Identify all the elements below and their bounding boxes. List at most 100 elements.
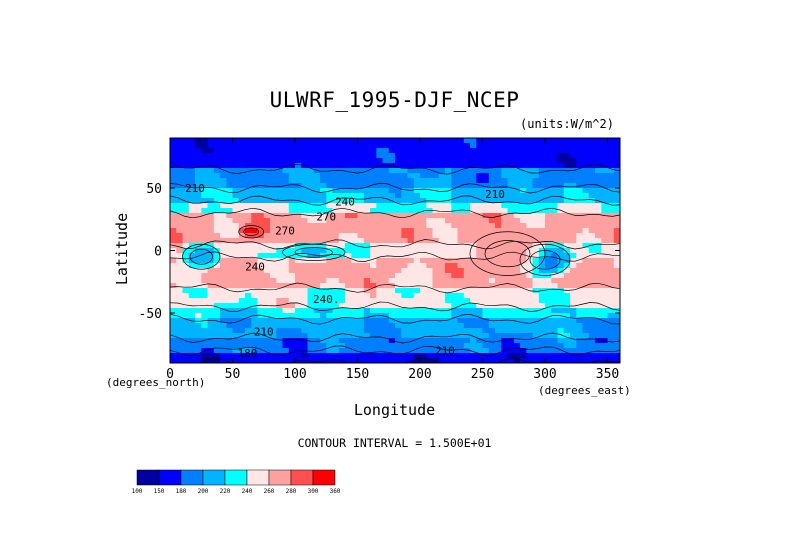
heatmap-cell [501, 148, 509, 154]
heatmap-cell [482, 248, 490, 254]
heatmap-cell [482, 318, 490, 324]
heatmap-cell [382, 163, 390, 169]
heatmap-cell [576, 293, 584, 299]
heatmap-cell [476, 338, 484, 344]
heatmap-cell [301, 248, 309, 254]
heatmap-cell [588, 343, 596, 349]
heatmap-cell [445, 343, 452, 349]
heatmap-cell [376, 308, 384, 314]
heatmap-cell [432, 323, 440, 329]
heatmap-cell [257, 253, 265, 259]
heatmap-cell [576, 258, 584, 264]
heatmap-cell [363, 253, 371, 259]
heatmap-cell [170, 273, 177, 279]
heatmap-cell [188, 328, 196, 334]
heatmap-cell [363, 203, 371, 209]
heatmap-cell [276, 353, 284, 359]
heatmap-cell [338, 298, 346, 304]
heatmap-cell [326, 198, 334, 204]
heatmap-cell [363, 178, 371, 184]
heatmap-cell [601, 263, 609, 269]
heatmap-cell [407, 208, 415, 214]
heatmap-cell [595, 173, 602, 179]
heatmap-cell [332, 263, 340, 269]
heatmap-cell [307, 328, 315, 334]
heatmap-cell [463, 248, 471, 254]
heatmap-cell [276, 188, 284, 194]
heatmap-cell [538, 178, 546, 184]
heatmap-cell [195, 198, 202, 204]
heatmap-cell [601, 288, 609, 294]
heatmap-cell [282, 273, 290, 279]
heatmap-cell [507, 263, 515, 269]
heatmap-cell [476, 238, 484, 244]
heatmap-cell [495, 228, 502, 234]
heatmap-cell [388, 248, 396, 254]
heatmap-cell [401, 283, 409, 289]
heatmap-cell [407, 163, 415, 169]
heatmap-cell [432, 343, 440, 349]
heatmap-cell [326, 318, 334, 324]
heatmap-cell [401, 268, 409, 274]
heatmap-cell [307, 313, 315, 319]
heatmap-cell [526, 158, 534, 164]
heatmap-cell [488, 148, 496, 154]
heatmap-cell [182, 223, 190, 229]
heatmap-cell [457, 173, 465, 179]
heatmap-cell [595, 323, 602, 329]
heatmap-cell [401, 308, 409, 314]
heatmap-cell [463, 288, 471, 294]
heatmap-cell [332, 243, 340, 249]
heatmap-cell [207, 298, 215, 304]
heatmap-cell [226, 313, 234, 319]
heatmap-cell [557, 213, 565, 219]
heatmap-cell [282, 218, 290, 224]
heatmap-cell [432, 278, 440, 284]
heatmap-cell [288, 358, 296, 363]
heatmap-cell [488, 223, 496, 229]
heatmap-cell [595, 203, 602, 209]
heatmap-cell [270, 348, 277, 354]
x-tick-label: 0 [166, 367, 174, 382]
heatmap-cell [407, 228, 415, 234]
heatmap-cell [201, 138, 209, 144]
heatmap-cell [482, 288, 490, 294]
heatmap-cell [320, 283, 327, 289]
heatmap-cell [220, 158, 227, 164]
heatmap-cell [263, 258, 271, 264]
heatmap-cell [582, 348, 590, 354]
heatmap-cell [401, 348, 409, 354]
heatmap-cell [563, 188, 571, 194]
heatmap-cell [451, 153, 459, 159]
heatmap-cell [495, 313, 502, 319]
heatmap-cell [251, 273, 259, 279]
heatmap-cell [245, 338, 252, 344]
heatmap-cell [407, 348, 415, 354]
heatmap-cell [270, 228, 277, 234]
heatmap-cell [520, 143, 527, 149]
heatmap-cell [607, 158, 615, 164]
heatmap-cell [451, 278, 459, 284]
heatmap-cell [545, 188, 552, 194]
heatmap-cell [370, 218, 377, 224]
heatmap-cell [313, 218, 321, 224]
heatmap-cell [332, 353, 340, 359]
heatmap-cell [532, 323, 540, 329]
heatmap-cell [357, 163, 365, 169]
heatmap-cell [426, 163, 434, 169]
heatmap-cell [482, 193, 490, 199]
heatmap-cell [557, 228, 565, 234]
heatmap-cell [563, 233, 571, 239]
heatmap-cell [401, 158, 409, 164]
heatmap-cell [495, 223, 502, 229]
heatmap-cell [420, 203, 427, 209]
heatmap-cell [532, 158, 540, 164]
heatmap-cell [588, 158, 596, 164]
heatmap-cell [432, 333, 440, 339]
heatmap-cell [363, 153, 371, 159]
heatmap-cell [520, 163, 527, 169]
heatmap-cell [488, 353, 496, 359]
heatmap-cell [276, 318, 284, 324]
heatmap-cell [538, 183, 546, 189]
heatmap-cell [376, 288, 384, 294]
